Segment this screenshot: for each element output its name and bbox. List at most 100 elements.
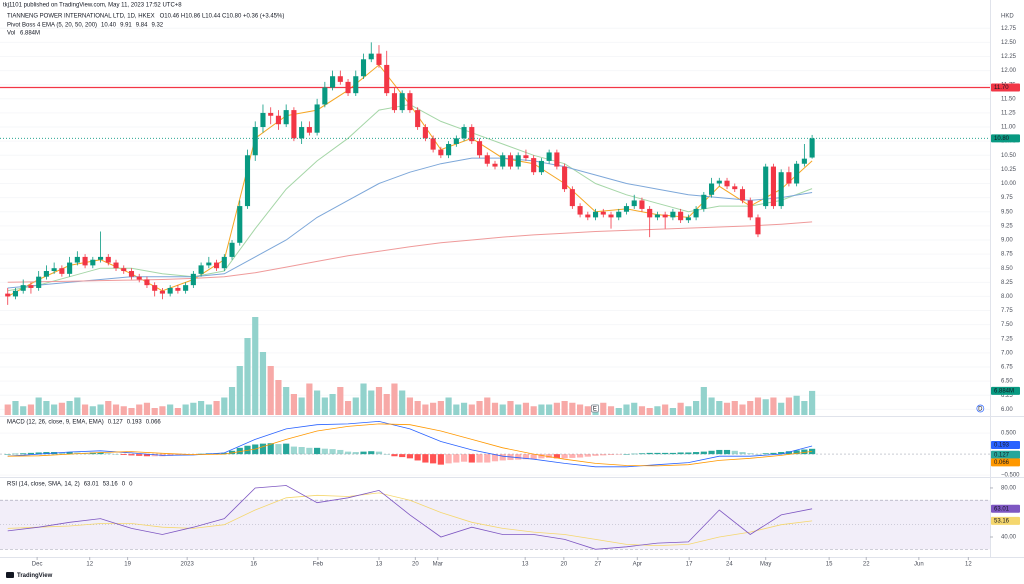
volume-bar — [491, 402, 499, 415]
candle-body — [299, 127, 305, 139]
macd-histogram-bar — [368, 451, 375, 455]
volume-bar — [128, 408, 135, 415]
volume-bar — [375, 387, 383, 415]
candle-body — [391, 93, 398, 111]
volume-bar — [228, 387, 236, 415]
y-tick-label: 8.75 — [1001, 252, 1013, 258]
volume-bar — [685, 406, 692, 415]
candle-body — [770, 166, 776, 207]
macd-tag-bg — [991, 441, 1020, 450]
macd-histogram-bar — [20, 453, 27, 455]
candle-body — [647, 208, 653, 218]
y-tick-label: 6.25 — [1001, 393, 1013, 399]
candle-body — [546, 152, 552, 161]
candle-body — [430, 138, 436, 150]
volume-bar — [259, 352, 267, 415]
macd-histogram-bar — [12, 453, 19, 455]
candle-body — [399, 93, 405, 111]
candle-body — [314, 104, 320, 133]
volume-bar — [584, 406, 591, 415]
signal-tag: 0.066 — [994, 460, 1010, 466]
volume-bar — [437, 401, 444, 415]
macd-histogram-bar — [700, 451, 707, 455]
candle-body — [214, 262, 220, 269]
candle-body — [345, 81, 351, 94]
x-tick-label: May — [760, 562, 771, 568]
candle-body — [531, 158, 537, 173]
x-tick-label: 27 — [595, 562, 602, 568]
macd-histogram-bar — [105, 453, 112, 455]
volume-bar — [662, 404, 669, 415]
volume-bar — [561, 401, 568, 415]
candle-body — [337, 76, 343, 82]
volume-bar — [337, 387, 344, 415]
y-tick-label: 9.75 — [1001, 195, 1013, 201]
volume-bar — [174, 408, 181, 415]
x-tick-label: Feb — [313, 562, 324, 568]
volume-bar — [739, 404, 746, 415]
volume-bar — [762, 399, 769, 415]
candle-body — [159, 290, 165, 294]
volume-bar — [4, 404, 11, 415]
candle-body — [786, 172, 792, 184]
candle-body — [608, 214, 614, 218]
macd-histogram-bar — [677, 452, 684, 455]
y-tick-label: 12.50 — [1001, 40, 1017, 46]
macd-histogram-bar — [522, 454, 530, 460]
candle-body — [469, 127, 475, 142]
macd-histogram-bar — [275, 444, 282, 455]
candle-body — [724, 180, 730, 187]
y-tick-label: 9.50 — [1001, 209, 1013, 215]
macd-histogram-bar — [607, 454, 615, 455]
volume-bar — [460, 402, 468, 415]
macd-legend-title: MACD (12, 26, close, 9, EMA, EMA) — [7, 420, 104, 426]
macd-histogram-bar — [453, 454, 460, 463]
candle-body — [569, 189, 575, 207]
macd-histogram-bar — [430, 454, 437, 464]
candle-body — [28, 285, 34, 288]
candle-body — [190, 273, 196, 286]
candle-body — [670, 211, 676, 218]
rsi-legend-value: 0 — [122, 482, 126, 488]
candle-body — [778, 172, 784, 207]
candle-body — [616, 211, 622, 218]
macd-histogram-bar — [600, 454, 607, 456]
macd-line — [7, 420, 813, 468]
macd-histogram-bar — [422, 454, 429, 463]
macd-histogram-bar — [638, 453, 646, 455]
volume-tag-bg — [991, 386, 1020, 395]
volume-bar — [267, 366, 274, 415]
candle-body — [554, 152, 560, 167]
macd-histogram-bar — [747, 453, 754, 455]
candle-body — [167, 287, 173, 294]
y-tick-label: 11.50 — [1001, 96, 1016, 102]
volume-bar — [190, 402, 197, 415]
candle-body — [716, 180, 722, 184]
candle-body — [175, 287, 181, 291]
volume-bar — [809, 390, 816, 415]
macd-histogram-bar — [97, 452, 104, 455]
macd-histogram-bar — [762, 453, 769, 455]
y-tick-label: 7.75 — [1001, 308, 1013, 314]
volume-bar — [646, 408, 653, 415]
macd-histogram-bar — [375, 451, 383, 455]
volume-bar — [182, 404, 189, 415]
candle-body — [229, 242, 235, 257]
y-tick-label: 40.00 — [1001, 535, 1017, 541]
candle-body — [654, 214, 660, 218]
macd-legend-value: 0.127 — [108, 420, 124, 426]
macd-histogram-bar — [460, 454, 468, 462]
macd-histogram-bar — [615, 454, 622, 455]
volume-bar — [205, 404, 212, 415]
volume-bar — [236, 366, 243, 415]
volume-legend-value: 6.884M — [20, 31, 40, 37]
hline-tag-bg — [991, 83, 1020, 92]
macd-histogram-bar — [631, 453, 638, 455]
y-tick-label: 12.75 — [1001, 26, 1017, 32]
volume-bar — [669, 408, 676, 415]
candle-body — [701, 194, 707, 209]
candle-body — [446, 143, 452, 156]
volume-bar — [20, 406, 27, 415]
candle-body — [74, 256, 80, 263]
volume-bar — [445, 397, 452, 415]
